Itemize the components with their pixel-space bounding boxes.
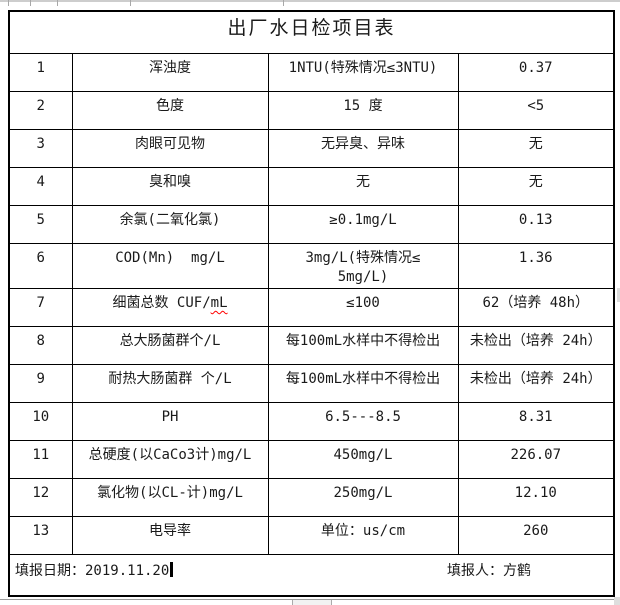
vertical-scrollbar-fragment [617,288,620,302]
result-cell[interactable]: 226.07 [457,440,615,479]
page-bottom-divider [0,599,620,600]
table-row: 7 细菌总数 CUF/mL ≤100 62（培养 48h） [8,288,615,327]
ruler-tick [57,0,58,6]
ruler-tick [30,0,31,6]
standard-cell[interactable]: ≥0.1mg/L [267,205,459,244]
standard-cell[interactable]: 250mg/L [267,478,459,517]
inspection-table: 出厂水日检项目表 1 浑浊度 1NTU(特殊情况≤3NTU) 0.37 2 色度… [8,10,616,597]
report-date-value: 2019.11.20 [85,563,170,579]
row-num-cell[interactable]: 3 [8,129,73,168]
result-cell[interactable]: 无 [457,167,615,206]
standard-cell[interactable]: 6.5---8.5 [267,402,459,441]
reporter-label: 填报人： [447,563,504,579]
table-row: 出厂水日检项目表 [8,10,615,54]
item-cell[interactable]: 细菌总数 CUF/mL [71,288,269,327]
row-num-cell[interactable]: 13 [8,516,73,555]
footer-cell[interactable]: 填报日期： 2019.11.20 填报人：方鹤 [8,554,615,596]
table-row: 11 总硬度(以CaCo3计)mg/L 450mg/L 226.07 [8,440,615,479]
item-text: 细菌总数 CUF/ [112,295,211,311]
table-row: 2 色度 15 度 <5 [8,91,615,130]
standard-cell[interactable]: 无异臭、异味 [267,129,459,168]
standard-cell[interactable]: ≤100 [267,288,459,327]
standard-cell[interactable]: 无 [267,167,459,206]
ruler-tick [130,0,131,6]
item-cell[interactable]: 浑浊度 [71,53,269,92]
report-date-label: 填报日期： [15,563,85,579]
result-cell[interactable]: 1.36 [457,243,615,289]
standard-cell[interactable]: 单位：us/cm [267,516,459,555]
text-cursor [170,562,174,577]
result-cell[interactable]: 260 [457,516,615,555]
result-cell[interactable]: <5 [457,91,615,130]
table-row: 填报日期： 2019.11.20 填报人：方鹤 [8,554,615,596]
standard-cell[interactable]: 1NTU(特殊情况≤3NTU) [267,53,459,92]
table-row: 8 总大肠菌群个/L 每100mL水样中不得检出 未检出（培养 24h） [8,326,615,365]
standard-cell[interactable]: 3mg/L(特殊情况≤ 5mg/L) [267,243,459,289]
row-num-cell[interactable]: 8 [8,326,73,365]
row-num-cell[interactable]: 5 [8,205,73,244]
result-cell[interactable]: 0.13 [457,205,615,244]
row-num-cell[interactable]: 9 [8,364,73,403]
row-num-cell[interactable]: 4 [8,167,73,206]
row-num-cell[interactable]: 12 [8,478,73,517]
standard-cell[interactable]: 15 度 [267,91,459,130]
spellcheck-squiggle-text: mL [210,295,228,311]
result-cell[interactable]: 12.10 [457,478,615,517]
item-cell[interactable]: 色度 [71,91,269,130]
result-cell[interactable]: 0.37 [457,53,615,92]
table-row: 9 耐热大肠菌群 个/L 每100mL水样中不得检出 未检出（培养 24h） [8,364,615,403]
table-row: 3 肉眼可见物 无异臭、异味 无 [8,129,615,168]
row-num-cell[interactable]: 6 [8,243,73,289]
table-row: 12 氯化物(以CL-计)mg/L 250mg/L 12.10 [8,478,615,517]
standard-line2: 5mg/L) [337,269,389,285]
item-cell[interactable]: 耐热大肠菌群 个/L [71,364,269,403]
ruler-edge-strip [0,0,620,2]
result-cell[interactable]: 未检出（培养 24h） [457,364,615,403]
table-row: 13 电导率 单位：us/cm 260 [8,516,615,555]
standard-cell[interactable]: 每100mL水样中不得检出 [267,326,459,365]
reporter-value: 方鹤 [503,563,532,579]
standard-cell[interactable]: 450mg/L [267,440,459,479]
item-cell[interactable]: 余氯(二氧化氯) [71,205,269,244]
table-title[interactable]: 出厂水日检项目表 [8,10,615,54]
item-cell[interactable]: 臭和嗅 [71,167,269,206]
result-cell[interactable]: 62（培养 48h） [457,288,615,327]
table-row: 10 PH 6.5---8.5 8.31 [8,402,615,441]
row-num-cell[interactable]: 10 [8,402,73,441]
horizontal-scrollbar-thumb[interactable] [292,600,332,605]
result-cell[interactable]: 未检出（培养 24h） [457,326,615,365]
ruler-tick [8,0,9,6]
table-row: 1 浑浊度 1NTU(特殊情况≤3NTU) 0.37 [8,53,615,92]
row-num-cell[interactable]: 1 [8,53,73,92]
item-cell[interactable]: 电导率 [71,516,269,555]
item-cell[interactable]: COD(Mn) mg/L [71,243,269,289]
reporter-field: 填报人：方鹤 [447,562,613,581]
standard-line1: 3mg/L(特殊情况≤ [305,250,421,266]
row-num-cell[interactable]: 2 [8,91,73,130]
footer-content: 填报日期： 2019.11.20 填报人：方鹤 [15,562,613,581]
ruler-tick [283,0,284,6]
item-cell[interactable]: 氯化物(以CL-计)mg/L [71,478,269,517]
item-cell[interactable]: 肉眼可见物 [71,129,269,168]
table-row: 5 余氯(二氧化氯) ≥0.1mg/L 0.13 [8,205,615,244]
item-cell[interactable]: 总大肠菌群个/L [71,326,269,365]
result-cell[interactable]: 8.31 [457,402,615,441]
row-num-cell[interactable]: 11 [8,440,73,479]
row-num-cell[interactable]: 7 [8,288,73,327]
item-cell[interactable]: 总硬度(以CaCo3计)mg/L [71,440,269,479]
standard-cell[interactable]: 每100mL水样中不得检出 [267,364,459,403]
table-row: 6 COD(Mn) mg/L 3mg/L(特殊情况≤ 5mg/L) 1.36 [8,243,615,289]
table-row: 4 臭和嗅 无 无 [8,167,615,206]
result-cell[interactable]: 无 [457,129,615,168]
scrollbar-corner-fragment [614,597,620,605]
item-cell[interactable]: PH [71,402,269,441]
